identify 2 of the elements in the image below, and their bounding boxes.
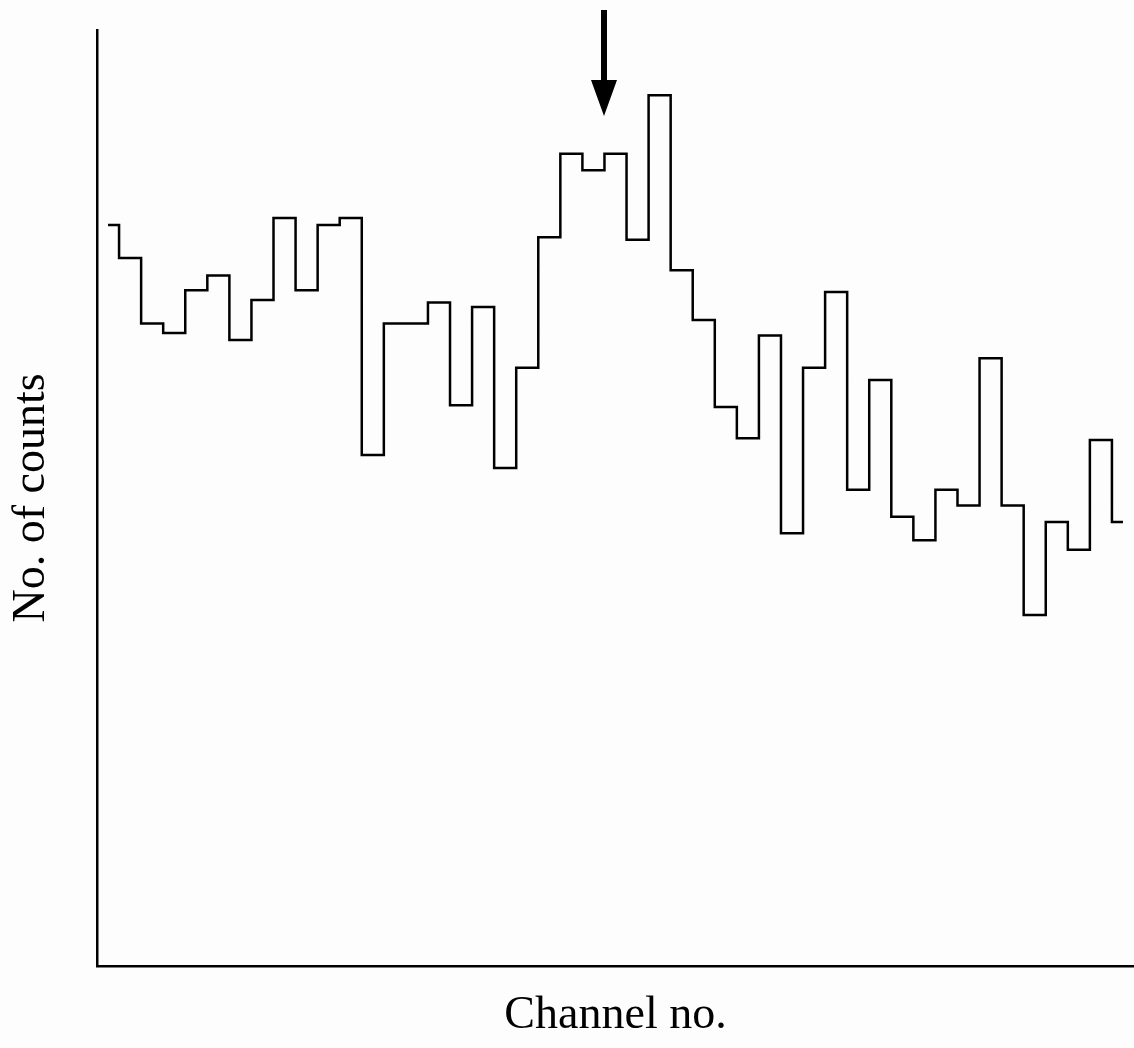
y-axis-title: No. of counts — [2, 373, 54, 623]
x-axis-title: Channel no. — [504, 987, 727, 1039]
